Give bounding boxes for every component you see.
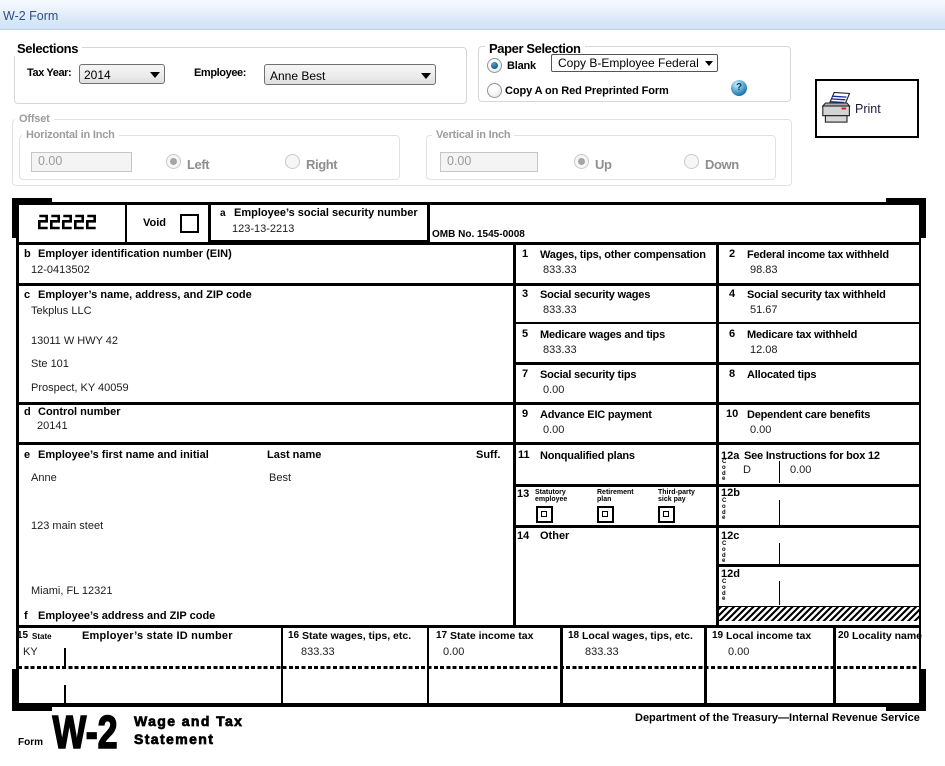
svg-text:W-2: W-2: [53, 712, 118, 754]
